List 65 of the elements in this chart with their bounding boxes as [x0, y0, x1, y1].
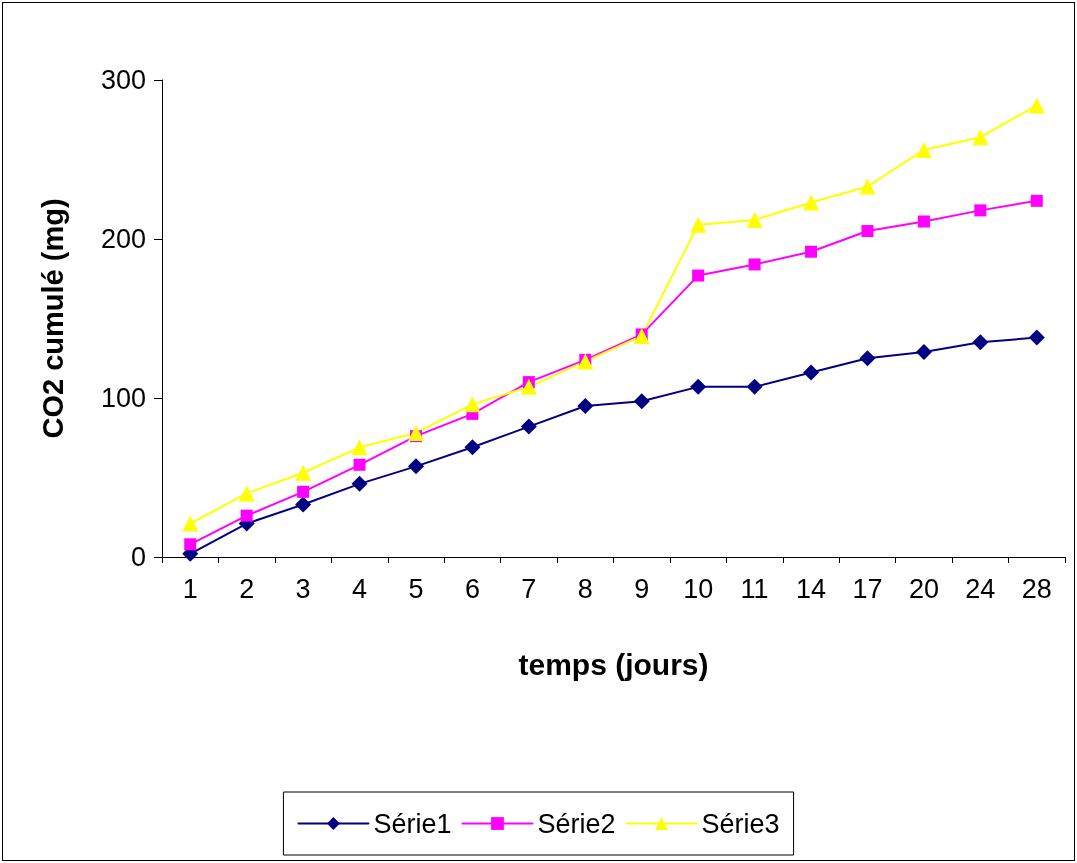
point — [690, 378, 707, 395]
point — [577, 397, 594, 414]
point — [184, 538, 197, 551]
x-tick-label: 7 — [521, 573, 537, 604]
point — [1028, 97, 1045, 114]
point — [859, 350, 876, 367]
point — [297, 485, 310, 498]
point — [915, 141, 932, 158]
point — [974, 204, 987, 217]
x-tick-label: 2 — [239, 573, 255, 604]
x-tick-label: 1 — [182, 573, 198, 604]
point — [692, 269, 705, 282]
point — [464, 439, 481, 456]
x-tick-label: 20 — [908, 573, 939, 604]
point — [182, 515, 199, 532]
point — [520, 418, 537, 435]
x-tick-label: 9 — [634, 573, 650, 604]
point — [746, 211, 763, 228]
point — [351, 475, 368, 492]
x-tick-label: 10 — [683, 573, 714, 604]
legend-label: Série2 — [537, 808, 616, 839]
point — [520, 378, 537, 395]
point — [746, 378, 763, 395]
x-tick-label: 5 — [408, 573, 424, 604]
legend-label: Série3 — [701, 808, 780, 839]
point — [915, 343, 932, 360]
y-tick-label: 200 — [100, 224, 146, 254]
legend-label: Série1 — [373, 808, 452, 839]
point — [972, 334, 989, 351]
point — [861, 225, 874, 238]
y-tick-label: 100 — [100, 383, 146, 413]
point — [803, 194, 820, 211]
point — [805, 245, 818, 258]
point — [859, 178, 876, 195]
x-tick-label: 4 — [352, 573, 368, 604]
x-tick-label: 17 — [852, 573, 883, 604]
point — [353, 458, 366, 471]
y-axis-title: CO2 cumulé (mg) — [36, 198, 69, 439]
x-tick-label: 6 — [464, 573, 480, 604]
point — [633, 393, 650, 410]
point — [464, 396, 481, 413]
point — [295, 464, 312, 481]
x-tick-label: 24 — [965, 573, 996, 604]
point — [1028, 329, 1045, 346]
point — [407, 424, 424, 441]
point — [972, 129, 989, 146]
point — [917, 215, 930, 228]
point — [803, 364, 820, 381]
x-tick-label: 3 — [295, 573, 311, 604]
y-tick-label: 0 — [130, 542, 146, 572]
point — [238, 485, 255, 502]
point — [577, 353, 594, 370]
point — [295, 496, 312, 513]
x-tick-label: 11 — [740, 573, 769, 604]
point — [690, 216, 707, 233]
x-tick-label: 8 — [577, 573, 593, 604]
point — [240, 509, 253, 522]
y-tick-label: 300 — [100, 65, 146, 95]
point — [748, 258, 761, 271]
x-axis-title: temps (jours) — [518, 647, 709, 681]
x-tick-label: 14 — [796, 573, 827, 604]
point — [351, 439, 368, 456]
point — [1030, 194, 1043, 207]
x-tick-label: 28 — [1021, 573, 1052, 604]
point — [407, 458, 424, 475]
